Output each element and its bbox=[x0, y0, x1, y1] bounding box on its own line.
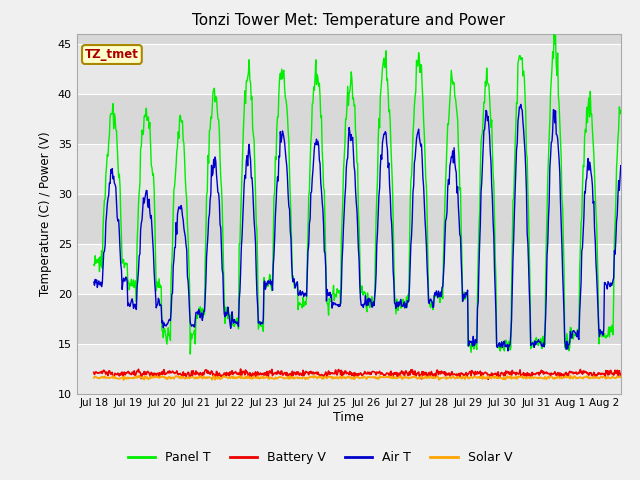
Bar bbox=[77, 44, 621, 94]
Legend: Panel T, Battery V, Air T, Solar V: Panel T, Battery V, Air T, Solar V bbox=[123, 446, 517, 469]
Y-axis label: Temperature (C) / Power (V): Temperature (C) / Power (V) bbox=[39, 132, 52, 296]
Bar bbox=[77, 243, 621, 294]
Title: Tonzi Tower Met: Temperature and Power: Tonzi Tower Met: Temperature and Power bbox=[192, 13, 506, 28]
X-axis label: Time: Time bbox=[333, 411, 364, 424]
Bar bbox=[77, 344, 621, 394]
Bar bbox=[77, 34, 621, 44]
Bar bbox=[77, 294, 621, 344]
Text: TZ_tmet: TZ_tmet bbox=[85, 48, 139, 61]
Bar bbox=[77, 94, 621, 144]
Bar bbox=[77, 144, 621, 193]
Bar bbox=[77, 193, 621, 243]
